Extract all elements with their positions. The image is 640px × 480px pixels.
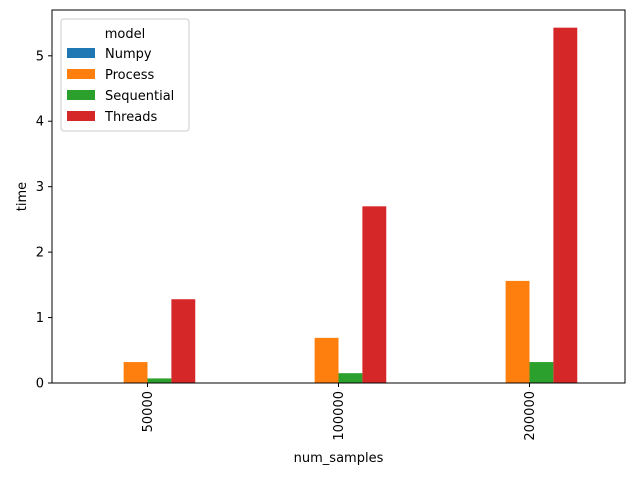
x-tick-label: 50000 bbox=[141, 391, 156, 432]
bar-threads-50000 bbox=[171, 299, 196, 383]
y-axis: 0 1 2 3 4 5 bbox=[36, 49, 52, 392]
y-tick-label: 2 bbox=[36, 246, 44, 261]
x-axis-label: num_samples bbox=[294, 451, 384, 466]
legend-label-threads: Threads bbox=[104, 110, 157, 125]
bar-process-200000 bbox=[505, 280, 530, 383]
bar-threads-100000 bbox=[362, 206, 387, 383]
y-tick-label: 1 bbox=[36, 311, 44, 326]
legend-swatch-sequential bbox=[67, 90, 95, 100]
bar-sequential-50000 bbox=[147, 378, 172, 383]
legend-label-sequential: Sequential bbox=[105, 89, 174, 104]
bar-process-100000 bbox=[314, 337, 339, 383]
legend-frame bbox=[60, 18, 190, 132]
legend-label-numpy: Numpy bbox=[105, 47, 152, 62]
legend: model Numpy Process Sequential Threads bbox=[60, 18, 190, 132]
y-tick-label: 0 bbox=[36, 377, 44, 392]
x-tick-label: 100000 bbox=[332, 391, 347, 441]
legend-swatch-process bbox=[67, 69, 95, 79]
bar-sequential-100000 bbox=[338, 373, 363, 383]
y-tick-label: 5 bbox=[36, 49, 44, 64]
x-tick-label: 200000 bbox=[523, 391, 538, 441]
bar-sequential-200000 bbox=[529, 362, 554, 383]
legend-swatch-numpy bbox=[67, 48, 95, 58]
y-axis-label: time bbox=[15, 182, 30, 211]
x-axis: 50000 100000 200000 bbox=[141, 383, 538, 441]
legend-swatch-threads bbox=[67, 111, 95, 121]
legend-label-process: Process bbox=[105, 68, 155, 83]
y-tick-label: 4 bbox=[36, 115, 44, 130]
legend-title: model bbox=[105, 27, 145, 42]
bar-process-50000 bbox=[123, 362, 148, 383]
bars-layer bbox=[123, 27, 578, 383]
y-tick-label: 3 bbox=[36, 180, 44, 195]
bar-threads-200000 bbox=[553, 27, 578, 383]
